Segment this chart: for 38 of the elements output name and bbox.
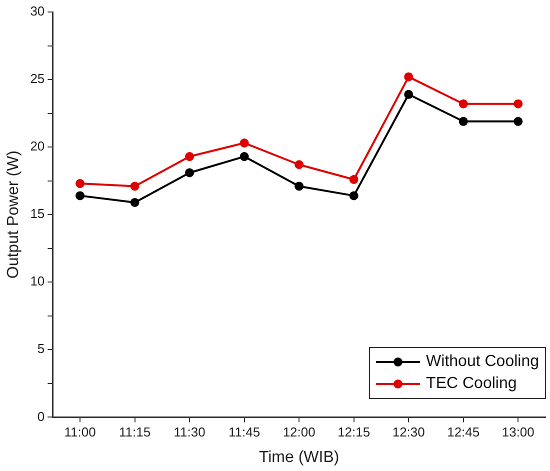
legend-label: TEC Cooling: [426, 375, 517, 393]
point: [458, 99, 468, 108]
x-tick-label: 12:00: [282, 424, 316, 440]
x-axis-title: Time (WIB): [258, 448, 340, 466]
point: [130, 182, 140, 191]
y-tick-label: 25: [30, 71, 45, 86]
y-tick-label: 30: [30, 4, 45, 19]
point: [185, 168, 194, 178]
x-tick-label: 13:00: [502, 424, 534, 440]
point: [294, 182, 304, 191]
x-tick-label: 11:45: [228, 424, 260, 440]
x-tick-label: 11:30: [174, 424, 206, 440]
y-tick-label: 20: [30, 138, 45, 154]
x-tick-label: 12:15: [338, 424, 370, 440]
point: [76, 191, 85, 200]
point: [294, 160, 304, 170]
y-tick-label: 5: [37, 341, 45, 356]
point: [76, 179, 85, 188]
point: [130, 198, 140, 207]
point: [185, 152, 194, 162]
x-tick-label: 11:15: [119, 424, 151, 440]
point: [349, 174, 358, 184]
point: [240, 152, 249, 162]
y-tick-label: 0: [37, 408, 45, 424]
y-tick-label: 15: [30, 206, 45, 222]
point: [404, 72, 414, 82]
legend-label: Without Cooling: [426, 353, 539, 371]
y-tick-label: 10: [30, 274, 45, 289]
x-tick-label: 12:45: [447, 424, 480, 440]
point: [458, 116, 468, 126]
x-tick-label: 12:30: [392, 424, 425, 440]
y-axis-title: Output Power (W): [5, 150, 22, 279]
point: [514, 116, 523, 126]
x-tick-label: 11:00: [64, 424, 96, 440]
point: [514, 99, 523, 108]
point: [349, 191, 358, 200]
point: [404, 90, 414, 99]
point: [240, 138, 249, 148]
